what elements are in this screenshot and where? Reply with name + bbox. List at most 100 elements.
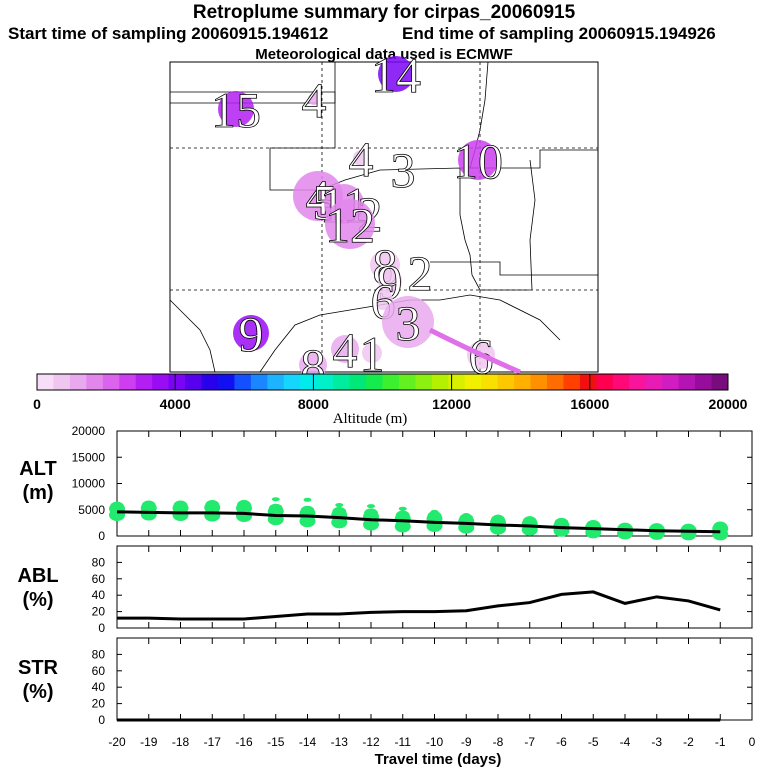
colorbar-segment: [168, 374, 186, 390]
colorbar-segment: [596, 374, 614, 390]
colorbar-segment: [234, 374, 252, 390]
colorbar-segment: [579, 374, 597, 390]
plume-cluster: [362, 343, 382, 363]
colorbar-tick-label: 16000: [570, 396, 609, 412]
colorbar-segment: [349, 374, 367, 390]
x-axis-label: Travel time (days): [375, 751, 502, 768]
colorbar-segment: [530, 374, 548, 390]
plume-cluster: [378, 56, 414, 92]
x-tick-label: -15: [267, 735, 285, 749]
x-tick-label: -1: [715, 735, 726, 749]
alt-axis-label: ALT: [19, 458, 56, 480]
plume-day-label: 3: [396, 295, 421, 351]
y-tick-label: 40: [92, 680, 106, 694]
x-tick-label: -9: [461, 735, 472, 749]
altitude-cluster-point: [367, 504, 375, 509]
met-data-label: Meteorological data used is ECMWF: [255, 46, 513, 63]
end-time-label: End time of sampling 20060915.194926: [402, 24, 716, 43]
colorbar-segment: [283, 374, 301, 390]
str-frame: [116, 637, 753, 721]
state-border: [460, 149, 598, 169]
plume-day-label: 4: [333, 322, 358, 378]
plume-cluster: [218, 91, 254, 127]
plume-cluster: [382, 296, 434, 348]
colorbar-tick-labels: 0 4000 8000 12000 16000 20000: [33, 374, 748, 412]
colorbar-tick-label: 20000: [709, 396, 748, 412]
colorbar-segment: [53, 374, 71, 390]
plume-cluster: [308, 93, 320, 105]
altitude-cluster-point: [303, 497, 312, 502]
x-tick-label: -4: [620, 735, 631, 749]
altitude-cluster-point: [394, 520, 411, 533]
x-tick-label: -11: [395, 735, 412, 749]
colorbar-tick-label: 8000: [298, 396, 329, 412]
y-tick-label: 20: [92, 697, 106, 711]
x-tick-label: -2: [683, 735, 694, 749]
colorbar-segment: [366, 374, 383, 390]
x-tick-label: -10: [426, 735, 444, 749]
colorbar-segment: [201, 374, 219, 390]
plume-cluster: [458, 140, 498, 180]
plume-day-label: 2: [408, 245, 433, 301]
str-axis-label: STR: [18, 657, 59, 679]
x-tick-label: -3: [651, 735, 662, 749]
x-tick-label: -17: [204, 735, 222, 749]
altitude-cluster-point: [172, 509, 189, 521]
altitude-cluster-point: [363, 518, 379, 531]
coastline-mexico: [169, 299, 216, 373]
x-tick-label: -6: [556, 735, 567, 749]
colorbar-segment: [415, 374, 433, 390]
state-border: [464, 239, 530, 291]
y-tick-label: 60: [92, 572, 106, 586]
x-tick-label: -20: [108, 735, 126, 749]
colorbar-segment: [382, 374, 400, 390]
colorbar-segment: [398, 374, 416, 390]
y-tick-label: 60: [92, 664, 106, 678]
colorbar-segment: [300, 374, 318, 390]
x-tick-label: 0: [749, 735, 756, 749]
colorbar-segment: [678, 374, 696, 390]
alt-panel: 0 5000 10000 15000 20000 ALT(m): [19, 424, 753, 543]
colorbar-segment: [464, 374, 482, 390]
colorbar-segment: [629, 374, 647, 390]
altitude-cluster-point: [398, 506, 407, 511]
colorbar-segment: [448, 374, 466, 390]
plume-day-label: 3: [391, 142, 416, 198]
y-tick-label: 80: [92, 647, 106, 661]
colorbar-segment: [431, 374, 449, 390]
plume-cluster: [325, 199, 375, 249]
chart-title: Retroplume summary for cirpas_20060915: [192, 2, 576, 23]
y-tick-label: 80: [92, 555, 106, 569]
plume-day-label: 15: [211, 82, 261, 138]
y-tick-label: 40: [92, 588, 106, 602]
plume-day-label: 12: [325, 197, 375, 253]
colorbar-segment: [37, 374, 54, 390]
time-series-panels: 05000100001500020000ALT(m)020406080ABL(%…: [17, 424, 755, 749]
colorbar-segment: [69, 374, 87, 390]
plume-cluster: [331, 335, 359, 363]
colorbar-segment: [711, 374, 729, 390]
altitude-cluster-point: [271, 497, 280, 502]
colorbar-segment: [547, 374, 564, 390]
alt-series-line: [116, 510, 721, 534]
plume-track: [428, 327, 521, 375]
colorbar-segment: [695, 374, 713, 390]
x-tick-label: -12: [362, 735, 380, 749]
plume-day-label: 1: [360, 326, 385, 382]
colorbar-segment: [645, 374, 663, 390]
colorbar-segment: [250, 374, 268, 390]
y-tick-label: 5000: [78, 503, 105, 517]
str-axis-label: (%): [22, 681, 53, 703]
colorbar-segment: [217, 374, 235, 390]
y-tick-label: 0: [98, 529, 105, 543]
state-border: [430, 261, 598, 276]
altitude-colorbar: [36, 373, 729, 391]
colorbar-segment: [481, 374, 499, 390]
altitude-cluster-point: [204, 509, 221, 522]
colorbar-segment: [563, 374, 581, 390]
state-border: [529, 159, 536, 291]
x-tick-label: -19: [140, 735, 158, 749]
altitude-cluster-point: [335, 503, 344, 508]
colorbar-segment: [316, 374, 334, 390]
